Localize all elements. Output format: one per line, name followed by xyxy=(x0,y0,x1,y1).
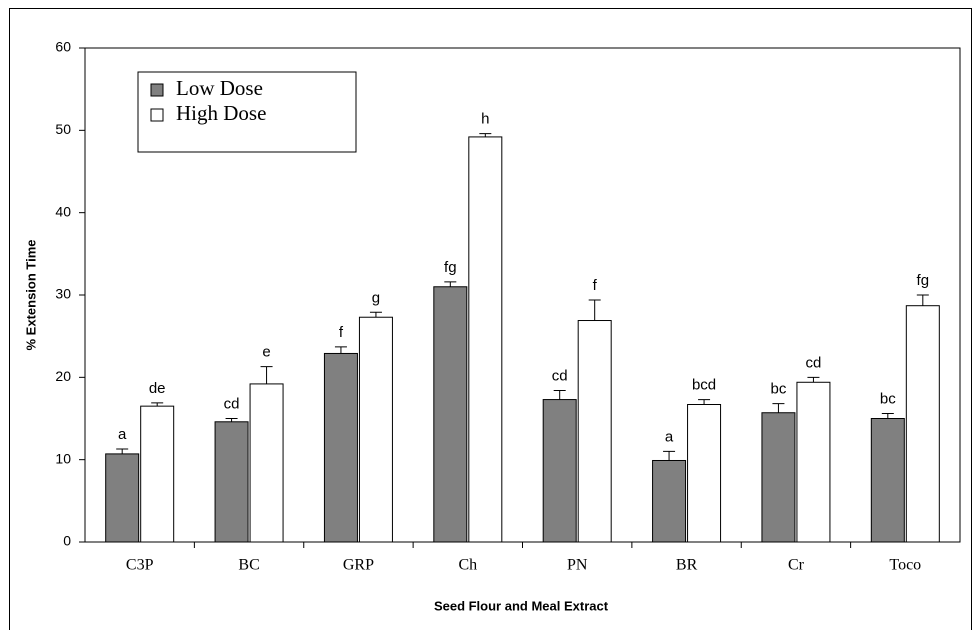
x-tick-label: Ch xyxy=(458,557,477,574)
bar xyxy=(249,383,284,543)
error-bar xyxy=(334,346,347,354)
bar-annotation: cd xyxy=(552,367,568,384)
bar xyxy=(796,381,831,543)
y-tick-label: 30 xyxy=(55,286,71,302)
bar xyxy=(870,418,905,543)
x-tick-label: BC xyxy=(238,557,259,574)
legend-marker xyxy=(150,108,164,122)
x-axis-label: Seed Flour and Meal Extract xyxy=(434,598,609,613)
y-tick-label: 40 xyxy=(55,203,71,219)
bar-annotation: fg xyxy=(444,259,457,276)
x-tick-label: PN xyxy=(567,557,588,574)
bar xyxy=(652,459,687,543)
y-tick-label: 50 xyxy=(55,121,71,137)
bar-annotation: bcd xyxy=(692,377,716,394)
bar-annotation: h xyxy=(481,111,489,128)
error-bar xyxy=(479,133,492,137)
bar-annotation: de xyxy=(149,380,166,397)
bar xyxy=(761,412,796,543)
bar-annotation: a xyxy=(665,428,674,445)
legend-marker xyxy=(150,83,164,97)
error-bar xyxy=(772,403,785,413)
legend-label: Low Dose xyxy=(176,76,263,100)
bar xyxy=(140,405,175,543)
error-bar xyxy=(260,366,273,384)
error-bar xyxy=(151,402,164,407)
y-tick-label: 10 xyxy=(55,450,71,466)
bar-annotation: cd xyxy=(806,354,822,371)
x-tick-label: C3P xyxy=(126,557,154,574)
x-tick-label: Cr xyxy=(788,557,805,574)
error-bar xyxy=(444,281,457,287)
y-tick-label: 0 xyxy=(63,533,71,549)
bar-annotation: a xyxy=(118,426,127,443)
bar xyxy=(542,399,577,543)
error-bar xyxy=(369,311,382,318)
error-bar xyxy=(116,448,129,454)
error-bar xyxy=(225,418,238,422)
error-bar xyxy=(663,450,676,461)
bar xyxy=(577,320,612,543)
bar-annotation: g xyxy=(372,289,380,306)
error-bar xyxy=(553,390,566,400)
bar xyxy=(433,286,468,543)
y-axis-label: % Extension Time xyxy=(23,239,38,350)
error-bar xyxy=(698,399,711,405)
bar-annotation: bc xyxy=(880,391,896,408)
bar-annotation: bc xyxy=(771,381,787,398)
bar-annotation: fg xyxy=(917,272,930,289)
error-bar xyxy=(588,299,601,321)
bar xyxy=(105,453,140,543)
x-tick-label: GRP xyxy=(343,557,374,574)
y-tick-label: 20 xyxy=(55,368,71,384)
bar xyxy=(905,305,940,543)
bar xyxy=(468,136,503,543)
x-tick-label: Toco xyxy=(889,557,921,574)
x-tick-label: BR xyxy=(676,557,698,574)
bar-annotation: f xyxy=(339,324,344,341)
y-tick-label: 60 xyxy=(55,39,71,55)
error-bar xyxy=(807,376,820,383)
bar-annotation: e xyxy=(262,344,270,361)
bar-annotation: f xyxy=(593,277,598,294)
bar xyxy=(214,421,249,543)
bar xyxy=(358,316,393,543)
frame xyxy=(9,8,972,630)
bar xyxy=(687,404,722,543)
legend xyxy=(137,71,357,153)
bar xyxy=(323,352,358,543)
legend-label: High Dose xyxy=(176,101,266,125)
error-bar xyxy=(881,413,894,419)
error-bar xyxy=(916,294,929,306)
bar-annotation: cd xyxy=(224,395,240,412)
